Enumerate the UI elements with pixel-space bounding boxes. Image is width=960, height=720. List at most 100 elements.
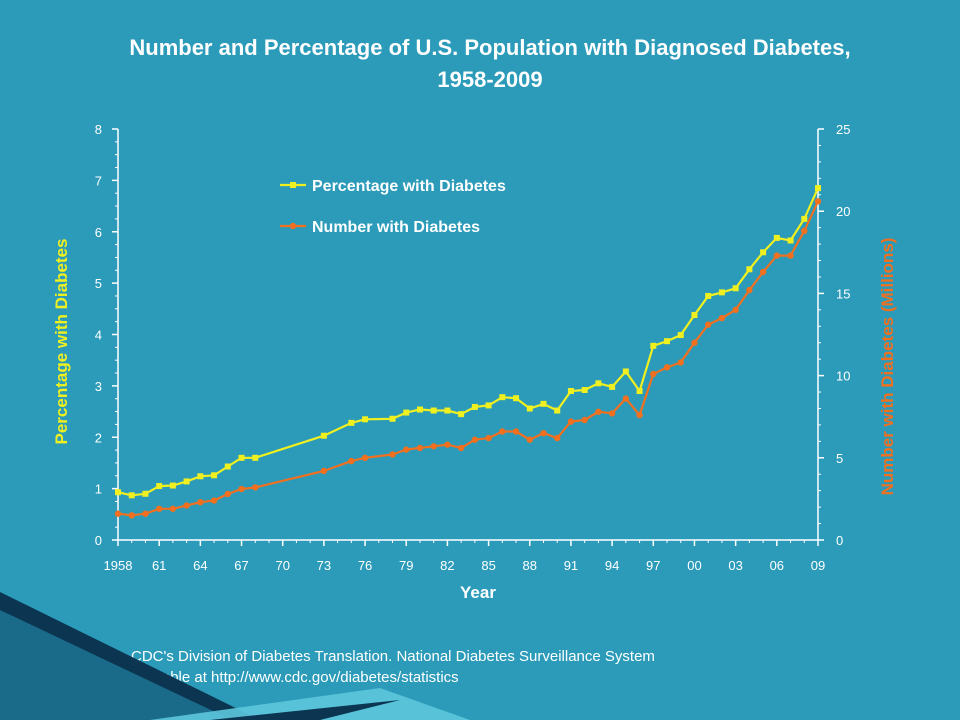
number-point — [389, 451, 396, 458]
percentage-point — [622, 368, 629, 375]
number-point — [224, 490, 232, 498]
percentage-point — [815, 185, 821, 192]
percentage-point — [416, 406, 423, 413]
x-tick-label: 61 — [152, 558, 166, 573]
number-point — [252, 484, 259, 491]
percentage-point — [650, 342, 657, 349]
percentage-point — [718, 289, 725, 296]
x-tick-label: 1958 — [104, 558, 133, 573]
number-series — [114, 198, 822, 519]
number-point — [238, 485, 245, 493]
title-line-2: 1958-2009 — [437, 67, 543, 92]
y-left-axis-title: Percentage with Diabetes — [52, 239, 71, 445]
y-right-tick-label: 10 — [836, 369, 850, 384]
y-left-tick-label: 4 — [95, 328, 102, 343]
percentage-point — [526, 405, 533, 412]
x-tick-label: 76 — [358, 558, 372, 573]
percentage-point — [540, 400, 547, 407]
percentage-line — [117, 187, 820, 497]
legend-swatch-marker — [289, 222, 297, 230]
number-point — [622, 395, 630, 402]
number-point — [210, 497, 218, 504]
y-right-tick-label: 5 — [836, 451, 843, 466]
number-point — [403, 446, 410, 453]
number-point — [814, 198, 822, 205]
percentage-point — [252, 454, 259, 461]
number-point — [636, 411, 643, 419]
percentage-point — [664, 338, 671, 345]
percentage-series — [115, 185, 821, 499]
x-tick-label: 03 — [728, 558, 742, 573]
number-point — [746, 286, 753, 294]
legend-label: Percentage with Diabetes — [312, 178, 506, 195]
source-line-1: CDC's Division of Diabetes Translation. … — [131, 648, 655, 665]
percentage-point — [444, 407, 451, 414]
x-tick-label: 97 — [646, 558, 660, 573]
percentage-point — [169, 482, 176, 489]
y-left-tick-label: 2 — [95, 430, 102, 445]
y-left-tick-label: 5 — [95, 276, 102, 291]
x-tick-label: 88 — [523, 558, 537, 573]
y-left-tick-label: 3 — [95, 379, 102, 394]
number-point — [691, 339, 698, 346]
number-point — [801, 227, 808, 235]
number-point — [430, 443, 437, 450]
number-point — [608, 410, 616, 417]
number-point — [650, 370, 657, 378]
y-right-tick-label: 20 — [836, 204, 850, 219]
percentage-point — [554, 407, 561, 414]
y-left-tick-label: 0 — [95, 533, 102, 548]
number-point — [732, 306, 739, 314]
legend-swatch-marker — [290, 182, 296, 188]
percentage-point — [389, 415, 396, 422]
percentage-point — [567, 388, 574, 395]
number-point — [444, 441, 451, 448]
percentage-point — [362, 416, 369, 423]
percentage-point — [115, 489, 121, 496]
legend-label: Number with Diabetes — [312, 219, 480, 236]
number-line — [117, 200, 819, 517]
percentage-point — [485, 402, 492, 409]
number-point — [142, 510, 149, 517]
title-line-1: Number and Percentage of U.S. Population… — [129, 35, 851, 60]
series-lines — [114, 185, 822, 519]
x-tick-label: 85 — [481, 558, 495, 573]
percentage-point — [595, 380, 602, 387]
percentage-point — [677, 332, 684, 339]
percentage-point — [430, 407, 437, 414]
percentage-point — [224, 463, 231, 470]
x-tick-label: 64 — [193, 558, 207, 573]
x-tick-label: 06 — [770, 558, 784, 573]
percentage-point — [142, 490, 149, 497]
number-point — [128, 512, 135, 519]
number-point — [595, 408, 602, 415]
percentage-point — [691, 311, 698, 318]
percentage-point — [183, 478, 190, 485]
number-point — [773, 252, 781, 259]
percentage-point — [238, 454, 245, 461]
x-axis-title: Year — [460, 583, 496, 602]
source-line-2: available at http://www.cdc.gov/diabetes… — [131, 669, 459, 686]
slide-title: Number and Percentage of U.S. Population… — [40, 32, 940, 96]
percentage-point — [746, 266, 753, 273]
number-point — [540, 429, 547, 437]
number-point — [526, 436, 533, 443]
percentage-point — [705, 292, 712, 299]
number-point — [457, 444, 465, 452]
number-point — [512, 428, 520, 435]
percentage-point — [211, 472, 218, 479]
percentage-point — [773, 234, 780, 241]
percentage-point — [636, 388, 643, 395]
percentage-point — [320, 432, 327, 439]
x-tick-label: 82 — [440, 558, 454, 573]
number-point — [114, 510, 122, 517]
number-point — [320, 467, 328, 475]
y-right-tick-label: 0 — [836, 533, 843, 548]
number-point — [759, 268, 767, 276]
number-point — [663, 364, 671, 371]
percentage-point — [156, 483, 163, 490]
y-right-tick-label: 15 — [836, 286, 850, 301]
percentage-point — [581, 386, 588, 393]
percentage-point — [513, 395, 520, 402]
number-point — [197, 498, 204, 506]
